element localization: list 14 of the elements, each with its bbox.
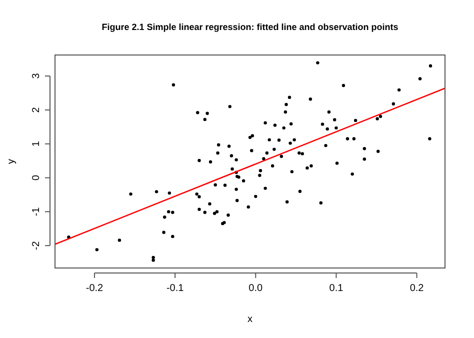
x-tick-label: -0.2 bbox=[86, 283, 104, 294]
x-tick-label: 0.2 bbox=[410, 283, 424, 294]
y-axis-title: y bbox=[6, 159, 17, 164]
y-tick-label: 3 bbox=[31, 72, 42, 79]
y-tick-label: -2 bbox=[31, 240, 42, 250]
chart-title: Figure 2.1 Simple linear regression: fitted line and observation points bbox=[102, 22, 398, 32]
x-tick-label: -0.1 bbox=[166, 283, 184, 294]
y-tick-label: 1 bbox=[31, 140, 42, 147]
y-tick-label: 2 bbox=[31, 106, 42, 113]
x-tick-label: 0.1 bbox=[329, 283, 344, 294]
x-axis-title: x bbox=[248, 314, 252, 325]
y-tick-label: -1 bbox=[31, 206, 42, 216]
y-tick-label: 0 bbox=[31, 174, 42, 181]
x-tick-label: 0.0 bbox=[248, 283, 264, 294]
